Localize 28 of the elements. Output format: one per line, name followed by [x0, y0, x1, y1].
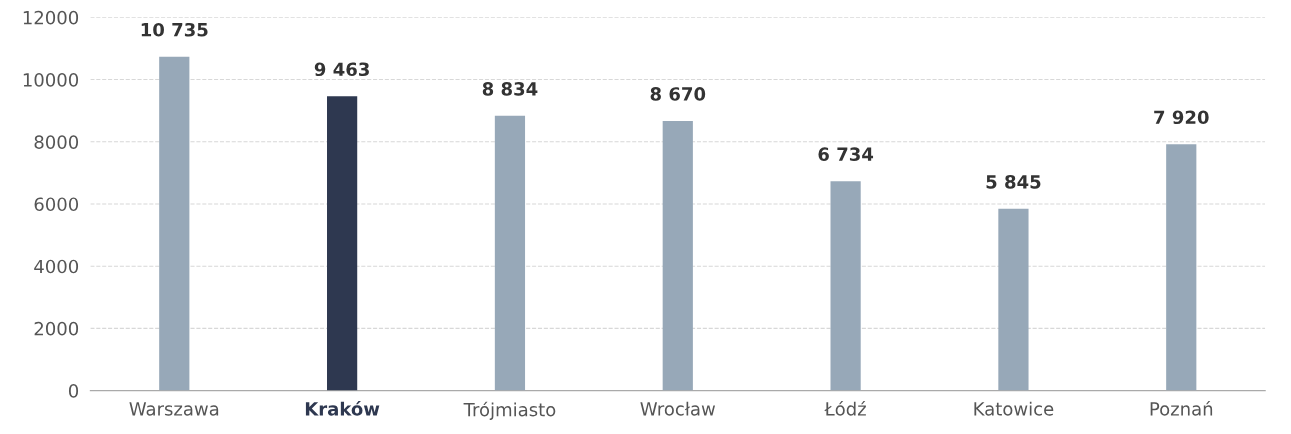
- bar: [830, 181, 861, 391]
- y-tick-label: 8000: [34, 135, 79, 149]
- y-tick-label: 12000: [23, 10, 79, 25]
- x-tick-label: Katowice: [974, 401, 1054, 416]
- x-tick-label: Trójmiasto: [463, 401, 556, 420]
- data-label: 9 463: [314, 62, 369, 77]
- y-tick-label: 0: [68, 384, 79, 398]
- bar: [494, 115, 526, 391]
- data-label: 10 735: [141, 22, 208, 37]
- bar: [1166, 144, 1197, 391]
- data-label: 8 670: [650, 87, 706, 101]
- bar: [159, 56, 190, 391]
- x-tick-label: Łódź: [824, 400, 866, 416]
- data-label: 6 734: [818, 147, 874, 161]
- data-label: 7 920: [1154, 110, 1209, 125]
- data-label: 5 845: [986, 174, 1041, 189]
- x-tick-label: Warszawa: [129, 402, 219, 416]
- x-tick-label: Wrocław: [640, 401, 716, 416]
- y-tick-label: 6000: [34, 197, 79, 212]
- bar: [998, 208, 1029, 391]
- x-tick-label: Poznań: [1150, 400, 1213, 416]
- x-tick-label: Kraków: [305, 400, 380, 416]
- bar: [327, 96, 358, 391]
- y-tick-label: 2000: [34, 321, 79, 336]
- data-label: 8 834: [482, 82, 538, 96]
- y-tick-label: 10000: [23, 73, 79, 87]
- bar: [662, 120, 693, 391]
- y-tick-label: 4000: [34, 259, 79, 274]
